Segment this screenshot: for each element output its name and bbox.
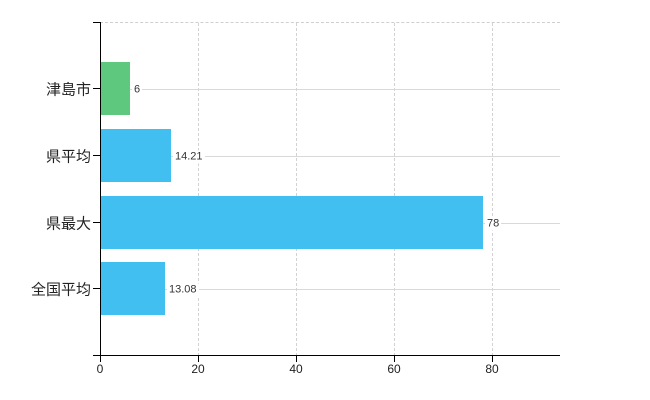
vertical-gridline xyxy=(198,23,199,356)
bar-1 xyxy=(101,62,130,115)
x-axis-tick xyxy=(492,355,493,362)
x-tick-label: 80 xyxy=(485,362,499,376)
y-axis-tick xyxy=(93,155,100,156)
category-label: 県最大 xyxy=(45,215,91,233)
x-axis-line xyxy=(93,355,560,356)
bar-value-label: 6 xyxy=(132,83,143,97)
category-gridline xyxy=(100,156,560,157)
y-axis-tick xyxy=(93,222,100,223)
y-axis-tick xyxy=(93,88,100,89)
vertical-gridline xyxy=(394,23,395,356)
x-tick-label: 40 xyxy=(289,362,303,376)
vertical-gridline xyxy=(296,23,297,356)
x-tick-label: 60 xyxy=(387,362,401,376)
category-label: 津島市 xyxy=(45,81,91,99)
x-tick-label: 20 xyxy=(191,362,205,376)
x-axis-tick xyxy=(394,355,395,362)
bar-3 xyxy=(101,196,483,249)
x-tick-label: 0 xyxy=(96,362,104,376)
bar-2 xyxy=(101,129,171,182)
plot-area: 6 14.21 78 13.08 xyxy=(100,22,560,356)
category-gridline xyxy=(100,289,560,290)
category-label: 県平均 xyxy=(45,148,91,166)
y-axis-line xyxy=(100,22,101,361)
bar-value-label: 13.08 xyxy=(167,283,199,297)
x-axis-tick xyxy=(100,355,101,362)
category-label: 全国平均 xyxy=(30,281,91,299)
bar-4 xyxy=(101,262,165,315)
y-axis-tick xyxy=(93,288,100,289)
x-axis-tick xyxy=(198,355,199,362)
vertical-gridline xyxy=(492,23,493,356)
y-axis-top-tick xyxy=(93,22,100,23)
x-axis-tick xyxy=(296,355,297,362)
bar-value-label: 78 xyxy=(485,217,502,231)
bar-value-label: 14.21 xyxy=(173,150,205,164)
category-gridline xyxy=(100,89,560,90)
